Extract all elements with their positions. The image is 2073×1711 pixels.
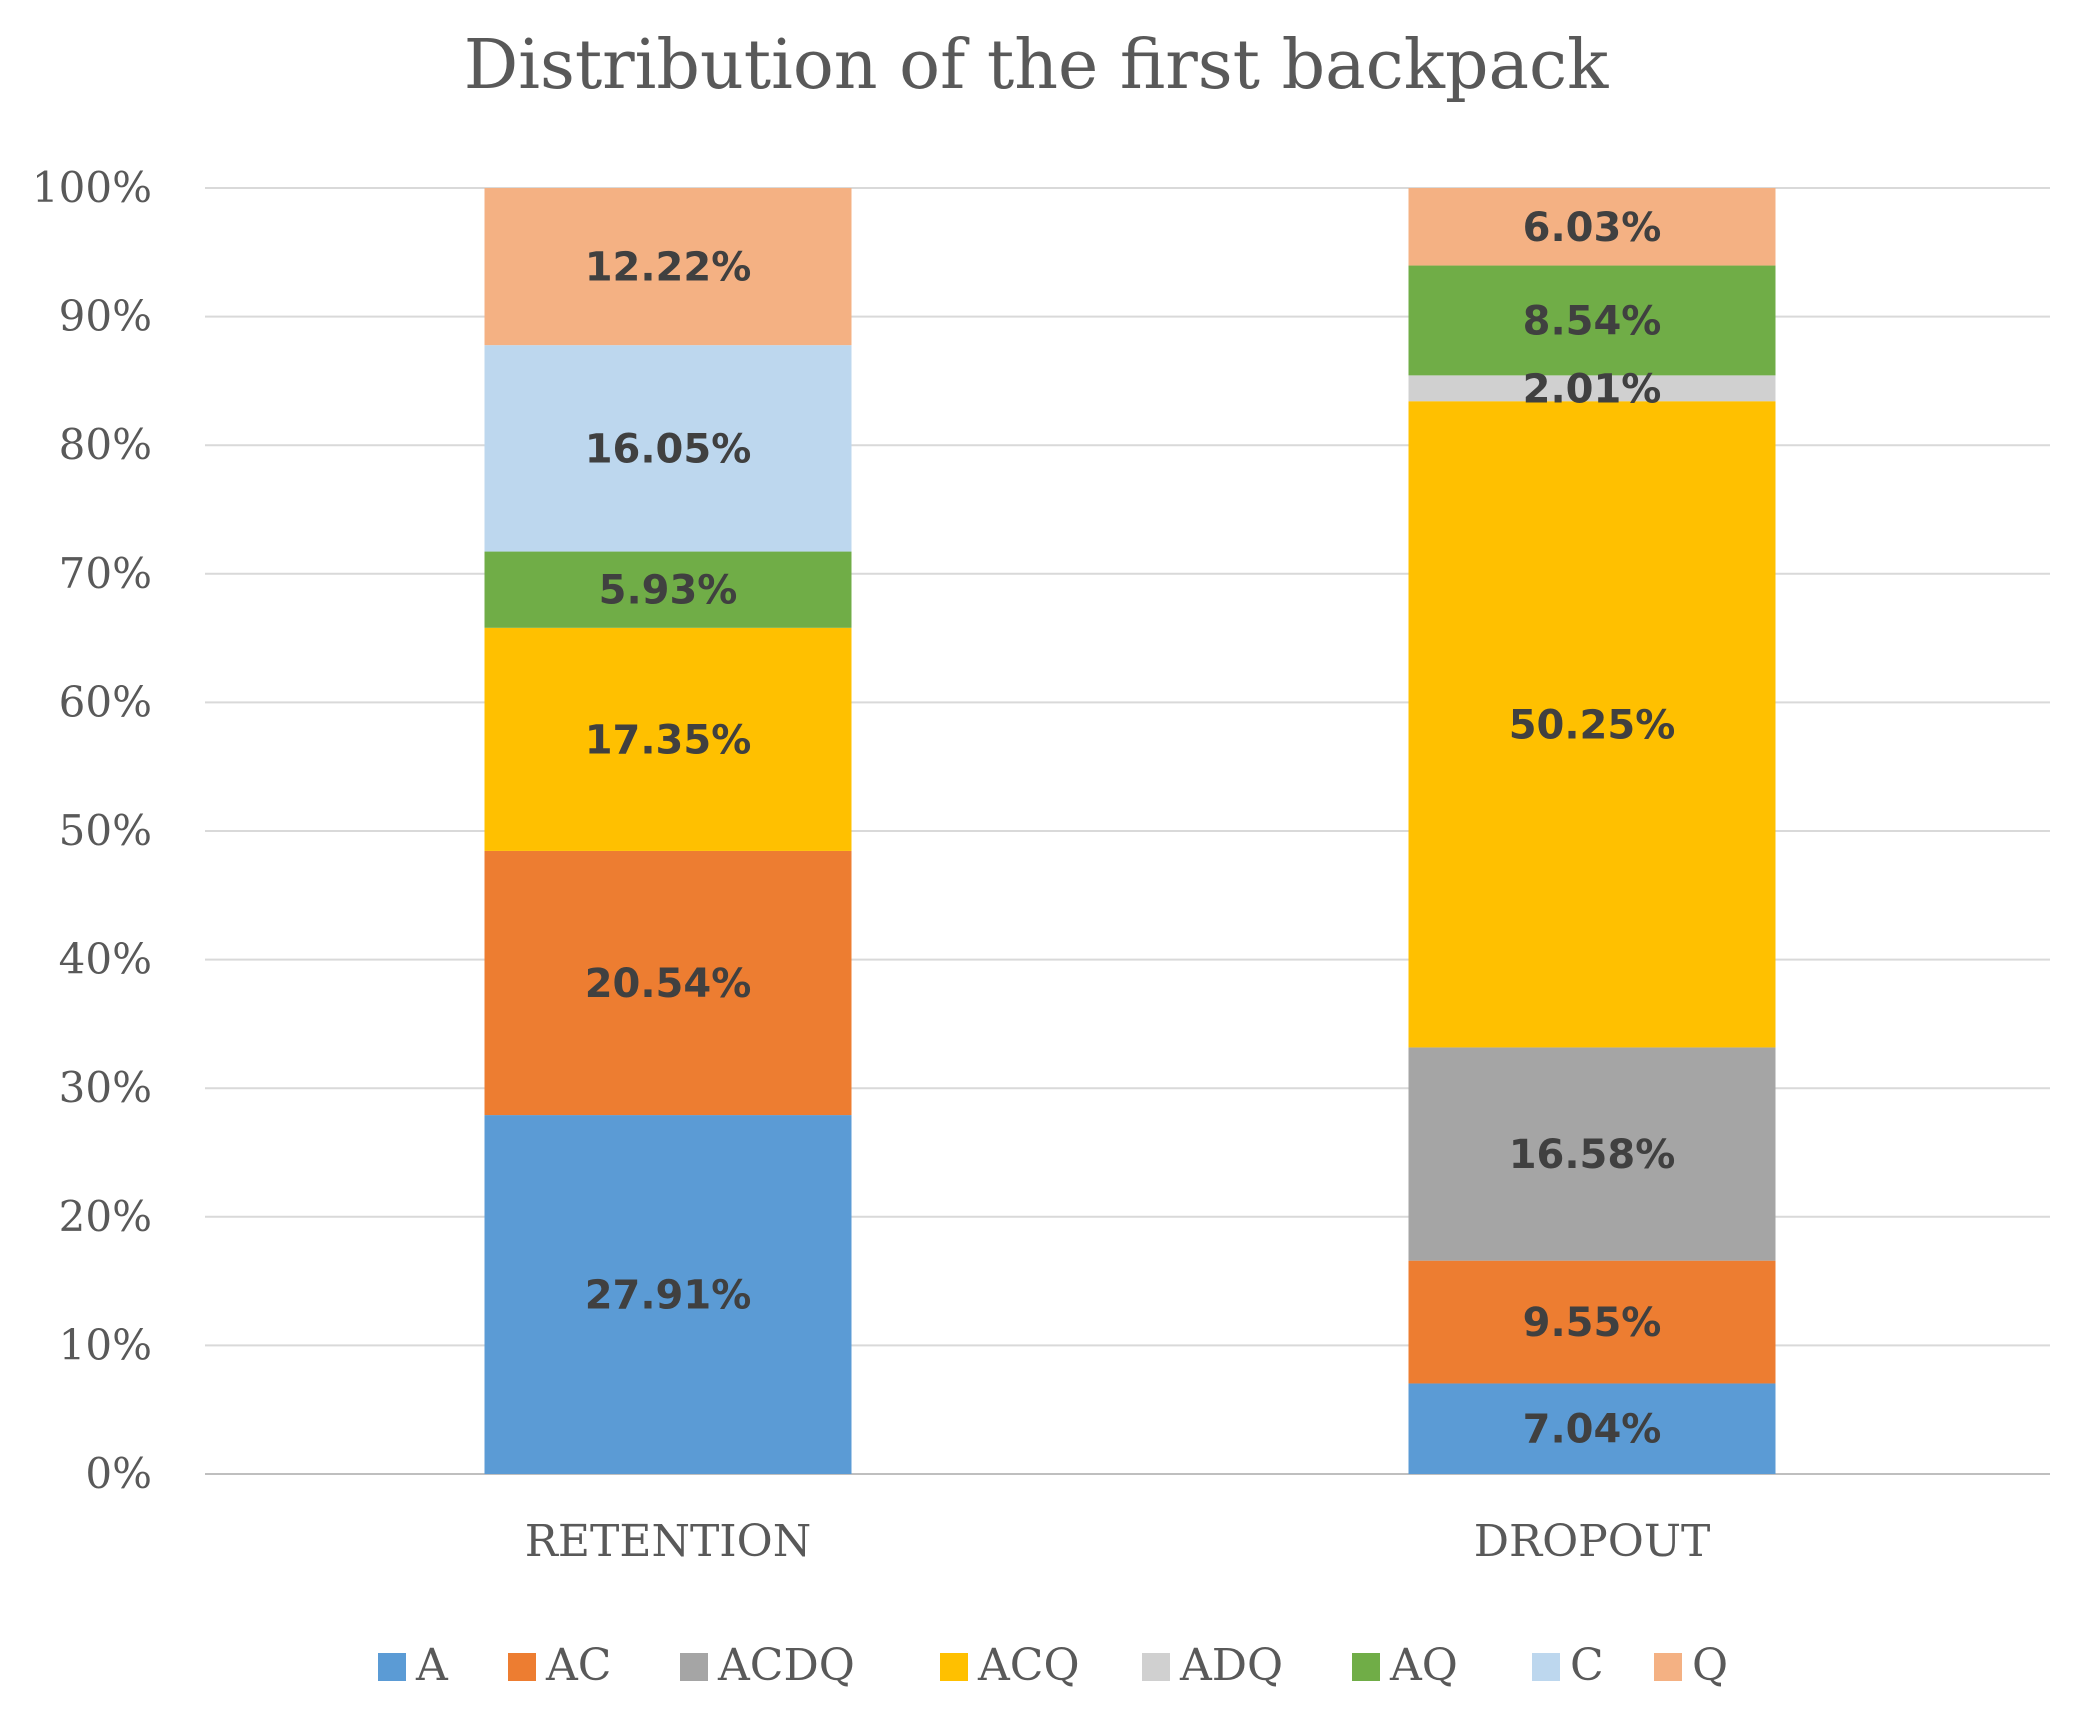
legend-swatch-acdq: [680, 1653, 708, 1681]
legend-label: C: [1570, 1640, 1604, 1691]
data-label: 2.01%: [1523, 366, 1662, 412]
bar-segment-dropout-ac: [1408, 1260, 1776, 1384]
y-tick-label: 10%: [59, 1320, 152, 1369]
legend-label: ACDQ: [717, 1640, 855, 1691]
data-label: 17.35%: [585, 717, 752, 763]
bar-segment-retention-q: [484, 188, 852, 346]
data-label: 20.54%: [585, 961, 752, 1007]
data-label: 6.03%: [1523, 205, 1662, 251]
bar-segment-dropout-acdq: [1408, 1047, 1776, 1261]
legend-swatch-c: [1532, 1653, 1560, 1681]
legend-swatch-acq: [940, 1653, 968, 1681]
bar-segment-retention-a: [484, 1115, 852, 1474]
chart-title: Distribution of the first backpack: [464, 26, 1609, 105]
data-label: 8.54%: [1523, 298, 1662, 344]
bar-segment-dropout-acq: [1408, 401, 1776, 1048]
data-label: 5.93%: [599, 568, 738, 614]
y-tick-label: 20%: [59, 1192, 152, 1241]
y-tick-label: 40%: [59, 935, 152, 984]
y-axis-tick-labels: 0% 10% 20% 30% 40% 50% 60% 70% 80% 90% 100%: [32, 163, 152, 1498]
bar-segment-dropout-a: [1408, 1383, 1776, 1474]
x-category-label: DROPOUT: [1474, 1516, 1711, 1567]
y-tick-label: 80%: [59, 420, 152, 469]
legend-label: AQ: [1389, 1640, 1458, 1691]
bar-segment-retention-acq: [484, 627, 852, 851]
bars: [484, 188, 1776, 1474]
data-label: 27.91%: [585, 1273, 752, 1319]
legend-label: A: [415, 1640, 449, 1691]
legend-label: ADQ: [1179, 1640, 1283, 1691]
data-label: 16.58%: [1509, 1132, 1676, 1178]
legend-label: AC: [545, 1640, 611, 1691]
y-tick-label: 0%: [85, 1449, 152, 1498]
bar-segment-retention-aq: [484, 551, 852, 628]
data-label: 7.04%: [1523, 1407, 1662, 1453]
data-label: 16.05%: [585, 426, 752, 472]
data-label: 50.25%: [1509, 702, 1676, 748]
bar-segment-retention-c: [484, 345, 852, 552]
y-tick-label: 50%: [59, 806, 152, 855]
legend-swatch-adq: [1142, 1653, 1170, 1681]
legend-label: ACQ: [977, 1640, 1080, 1691]
x-category-label: RETENTION: [525, 1516, 812, 1567]
bar-segment-dropout-q: [1408, 188, 1776, 266]
y-tick-label: 30%: [59, 1063, 152, 1112]
y-tick-label: 100%: [32, 163, 152, 212]
data-label: 9.55%: [1523, 1300, 1662, 1346]
x-axis-category-labels: RETENTION DROPOUT: [525, 1516, 1711, 1567]
bar-segment-retention-ac: [484, 850, 852, 1116]
legend-swatch-aq: [1352, 1653, 1380, 1681]
legend-label: Q: [1692, 1640, 1728, 1691]
y-tick-label: 70%: [59, 549, 152, 598]
legend-swatch-ac: [508, 1653, 536, 1681]
data-label: 12.22%: [585, 245, 752, 291]
legend: A AC ACDQ ACQ ADQ AQ C Q: [378, 1640, 1728, 1691]
bar-segment-dropout-aq: [1408, 265, 1776, 376]
legend-swatch-q: [1654, 1653, 1682, 1681]
legend-swatch-a: [378, 1653, 406, 1681]
data-labels: 27.91% 20.54% 17.35% 5.93% 16.05% 12.22% 7.04%…: [585, 205, 1676, 1453]
y-tick-label: 90%: [59, 292, 152, 341]
y-tick-label: 60%: [59, 677, 152, 726]
bar-segment-dropout-adq: [1408, 375, 1776, 402]
